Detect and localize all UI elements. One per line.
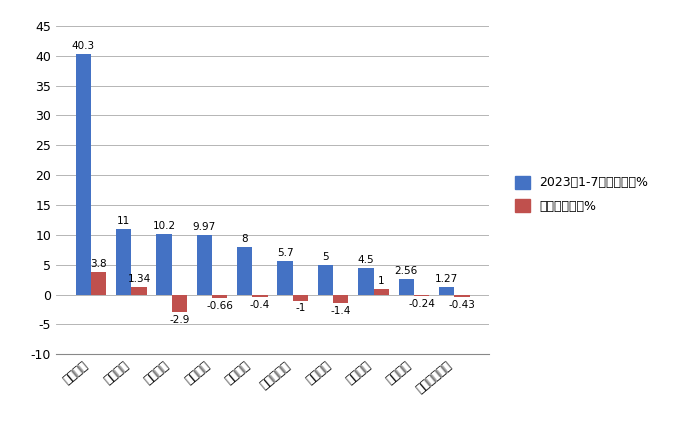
Bar: [398, 279, 414, 295]
Bar: [318, 265, 333, 295]
Text: -0.24: -0.24: [408, 299, 435, 309]
Text: 1.27: 1.27: [435, 274, 459, 284]
Bar: [116, 229, 131, 295]
Legend: 2023年1-7月市场份额%, 同比份额增减%: 2023年1-7月市场份额%, 同比份额增减%: [510, 171, 654, 218]
Bar: [373, 289, 389, 295]
Text: 4.5: 4.5: [358, 255, 374, 265]
Text: -0.43: -0.43: [449, 300, 475, 310]
Bar: [157, 234, 172, 295]
Bar: [358, 268, 373, 295]
Bar: [414, 295, 429, 296]
Text: 3.8: 3.8: [90, 259, 107, 269]
Text: 5.7: 5.7: [277, 248, 294, 257]
Text: 5: 5: [322, 252, 329, 262]
Bar: [278, 260, 293, 295]
Bar: [252, 295, 268, 297]
Text: 2.56: 2.56: [395, 266, 418, 276]
Bar: [212, 295, 227, 299]
Text: -2.9: -2.9: [169, 315, 189, 325]
Bar: [196, 235, 212, 295]
Bar: [333, 295, 349, 303]
Bar: [75, 54, 91, 295]
Bar: [131, 286, 147, 295]
Text: 40.3: 40.3: [72, 41, 95, 51]
Text: -1: -1: [295, 304, 305, 314]
Text: 9.97: 9.97: [193, 222, 216, 232]
Bar: [172, 295, 187, 312]
Text: 11: 11: [117, 216, 130, 226]
Text: -0.66: -0.66: [206, 302, 233, 311]
Text: -0.4: -0.4: [250, 300, 271, 310]
Bar: [439, 287, 454, 295]
Text: 10.2: 10.2: [152, 221, 175, 231]
Text: -1.4: -1.4: [331, 306, 351, 316]
Bar: [293, 295, 308, 301]
Bar: [91, 272, 106, 295]
Text: 8: 8: [241, 234, 248, 244]
Text: 1: 1: [378, 276, 384, 286]
Bar: [454, 295, 470, 297]
Text: 1.34: 1.34: [127, 273, 150, 283]
Bar: [237, 247, 252, 295]
